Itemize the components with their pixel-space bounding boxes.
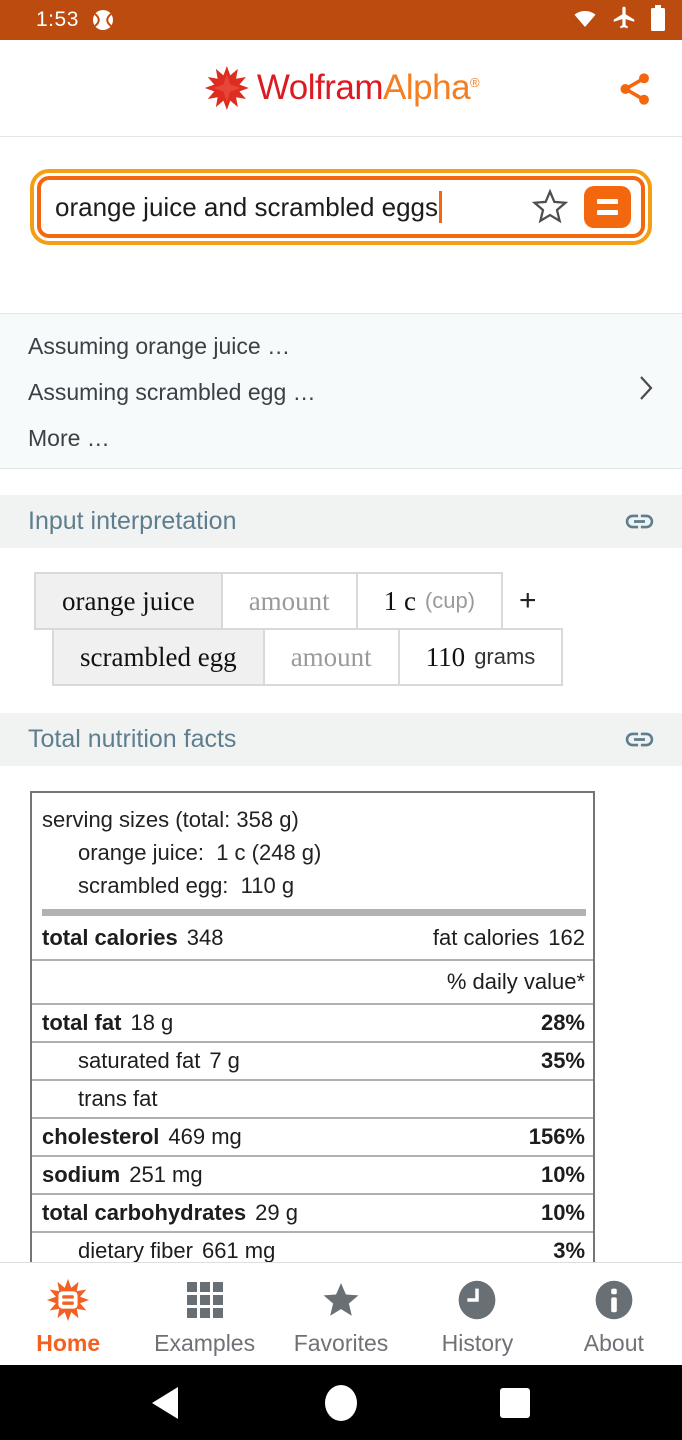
bottom-nav: Home Examples Favorites History About xyxy=(0,1262,682,1366)
android-home-button[interactable] xyxy=(325,1385,357,1421)
assumption-scrambled-egg[interactable]: Assuming scrambled egg … xyxy=(28,378,316,405)
pod-header-input-interpretation: Input interpretation xyxy=(0,495,682,548)
nav-item-about[interactable]: About xyxy=(546,1263,682,1366)
assumptions-more[interactable]: More … xyxy=(28,424,110,451)
status-bar: 1:53 xyxy=(0,0,682,40)
wifi-icon xyxy=(572,6,598,35)
wolframalpha-logo: WolframAlpha® xyxy=(203,64,480,112)
nav-label: Home xyxy=(36,1330,101,1356)
info-icon xyxy=(593,1275,635,1325)
nutrition-row: total carbohydrates 29 g 10% xyxy=(32,1193,593,1231)
data-saver-icon xyxy=(91,8,115,32)
serving-item: scrambled egg: 110 g xyxy=(78,873,295,898)
link-icon[interactable] xyxy=(623,723,656,756)
nutrition-row: sodium 251 mg 10% xyxy=(32,1155,593,1193)
favorite-star-icon[interactable] xyxy=(528,185,572,229)
nav-item-favorites[interactable]: Favorites xyxy=(273,1263,409,1366)
interp-value-cell[interactable]: 1 c (cup) xyxy=(355,572,504,630)
battery-icon xyxy=(650,4,666,37)
android-recents-button[interactable] xyxy=(500,1388,530,1418)
daily-value-note: % daily value* xyxy=(32,959,593,1003)
compute-equals-button[interactable] xyxy=(584,186,631,228)
assumptions-panel: Assuming orange juice … Assuming scrambl… xyxy=(0,313,682,469)
nav-label: History xyxy=(441,1330,514,1356)
nav-item-examples[interactable]: Examples xyxy=(136,1263,272,1366)
nav-item-history[interactable]: History xyxy=(409,1263,545,1366)
pod-title: Input interpretation xyxy=(28,507,237,535)
nutrition-row: total fat 18 g 28% xyxy=(32,1003,593,1041)
interp-value-cell[interactable]: 110 grams xyxy=(397,628,564,686)
search-query-text: orange juice and scrambled eggs xyxy=(55,191,439,222)
home-spikey-icon xyxy=(45,1275,91,1325)
android-navigation-bar xyxy=(0,1365,682,1440)
text-caret xyxy=(439,191,443,223)
calories-row: total calories 348 fat calories 162 xyxy=(42,924,585,950)
divider-thick xyxy=(42,909,586,916)
star-icon xyxy=(319,1275,363,1325)
android-back-button[interactable] xyxy=(152,1387,178,1419)
pod-header-total-nutrition-facts: Total nutrition facts xyxy=(0,713,682,766)
spikey-logo-icon xyxy=(204,66,249,110)
chevron-right-icon[interactable] xyxy=(638,374,654,407)
nutrition-row: trans fat xyxy=(32,1079,593,1117)
search-input[interactable]: orange juice and scrambled eggs xyxy=(37,176,645,238)
search-box: orange juice and scrambled eggs xyxy=(30,169,652,245)
serving-item: orange juice: 1 c (248 g) xyxy=(78,840,322,865)
grid-icon xyxy=(186,1275,223,1325)
logo-text: WolframAlpha® xyxy=(256,68,480,107)
share-icon[interactable] xyxy=(614,68,656,110)
interp-name-cell[interactable]: orange juice xyxy=(34,572,223,630)
status-time: 1:53 xyxy=(36,8,79,31)
input-interpretation-pod: orange juice amount 1 c (cup) + scrambled… xyxy=(0,548,682,713)
nav-label: About xyxy=(583,1330,644,1356)
app-header: WolframAlpha® xyxy=(0,40,682,137)
nutrition-row: cholesterol 469 mg 156% xyxy=(32,1117,593,1155)
nav-label: Examples xyxy=(154,1330,256,1356)
pod-title: Total nutrition facts xyxy=(28,725,237,753)
add-item-button[interactable]: + xyxy=(519,584,537,617)
assumption-orange-juice[interactable]: Assuming orange juice … xyxy=(28,332,291,359)
nutrition-row: dietary fiber 661 mg 3% xyxy=(32,1231,593,1269)
search-section: orange juice and scrambled eggs xyxy=(0,169,682,313)
airplane-mode-icon xyxy=(611,5,637,36)
clock-icon xyxy=(456,1275,498,1325)
interp-field-cell[interactable]: amount xyxy=(220,572,358,630)
nutrition-row: saturated fat 7 g 35% xyxy=(32,1041,593,1079)
nav-item-home[interactable]: Home xyxy=(0,1263,136,1366)
link-icon[interactable] xyxy=(623,505,656,538)
interp-field-cell[interactable]: amount xyxy=(262,628,400,686)
serving-sizes-header: serving sizes (total: 358 g) xyxy=(42,807,299,832)
nav-label: Favorites xyxy=(293,1330,389,1356)
interp-name-cell[interactable]: scrambled egg xyxy=(52,628,265,686)
